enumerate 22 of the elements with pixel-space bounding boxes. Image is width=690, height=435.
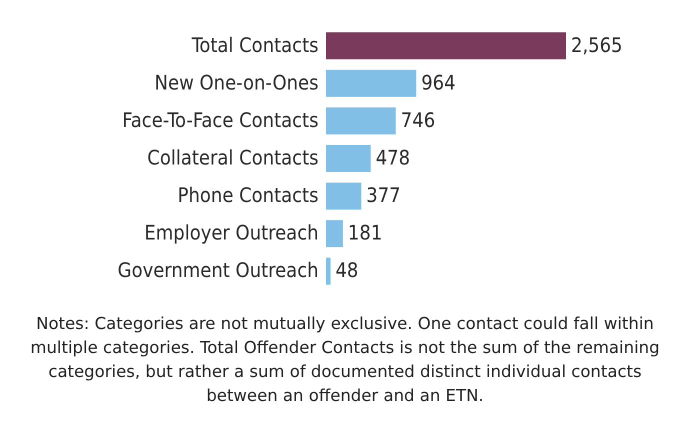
- text: Notes: Categories are not mutually exclusive. One contact could fall within multiple categories. Total Offender Contacts is not the sum of the remaining categories, but rather a sum of documented distinct individual contacts between an offender and an ETN.: [30, 313, 660, 407]
- y-tick-label: Employer Outreach: [144, 220, 318, 245]
- y-tick-label: New One-on-Ones: [154, 70, 318, 94]
- data-label: 964: [421, 70, 456, 94]
- bar: [326, 182, 362, 210]
- bar: [326, 145, 371, 172]
- data-label: 48: [335, 258, 358, 282]
- y-tick-label: Total Contacts: [190, 32, 318, 57]
- y-tick-label: Face-To-Face Contacts: [122, 108, 318, 132]
- data-label: 478: [376, 146, 410, 170]
- bar: [326, 107, 396, 134]
- bar: [326, 32, 566, 60]
- y-tick-label: Phone Contacts: [178, 183, 318, 208]
- y-tick-label: Collateral Contacts: [147, 146, 318, 170]
- data-label: 746: [400, 108, 436, 132]
- bar: [326, 220, 343, 248]
- data-label: 181: [348, 220, 382, 245]
- data-label: 377: [366, 183, 401, 208]
- y-tick-label: Government Outreach: [118, 258, 318, 282]
- bar: [326, 70, 416, 97]
- bar: [326, 258, 330, 285]
- data-label: 2,565: [571, 32, 622, 57]
